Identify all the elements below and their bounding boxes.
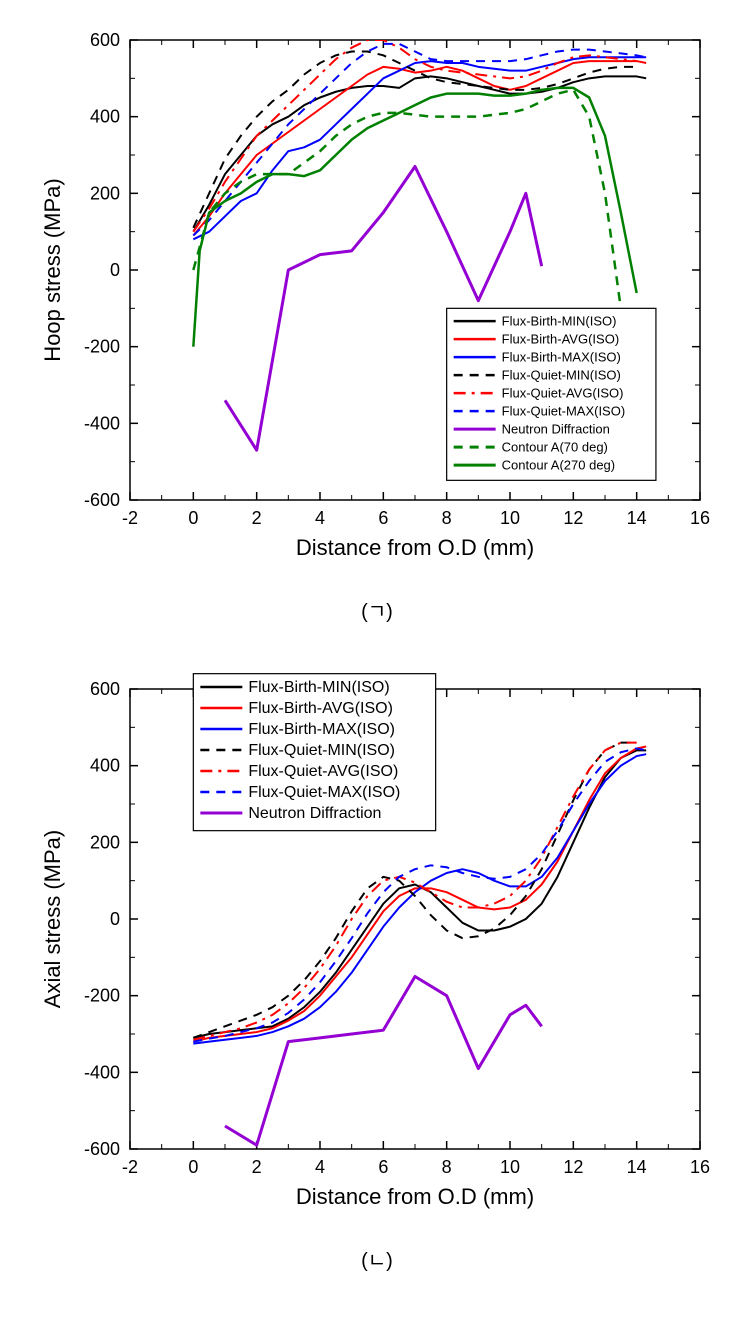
- svg-text:Contour A(270 deg): Contour A(270 deg): [502, 457, 615, 472]
- svg-text:0: 0: [188, 508, 198, 528]
- svg-text:Distance from O.D (mm): Distance from O.D (mm): [296, 535, 534, 560]
- svg-text:12: 12: [563, 1157, 583, 1177]
- svg-text:4: 4: [315, 508, 325, 528]
- svg-text:0: 0: [110, 260, 120, 280]
- svg-text:Flux-Birth-MIN(ISO): Flux-Birth-MIN(ISO): [248, 679, 389, 696]
- svg-text:-200: -200: [84, 337, 120, 357]
- svg-text:6: 6: [378, 1157, 388, 1177]
- svg-text:-200: -200: [84, 986, 120, 1006]
- svg-text:Flux-Birth-AVG(ISO): Flux-Birth-AVG(ISO): [502, 331, 619, 346]
- svg-text:14: 14: [627, 508, 647, 528]
- svg-text:16: 16: [690, 508, 710, 528]
- svg-text:600: 600: [90, 30, 120, 50]
- svg-text:10: 10: [500, 1157, 520, 1177]
- svg-text:10: 10: [500, 508, 520, 528]
- svg-text:-400: -400: [84, 413, 120, 433]
- svg-text:Contour A(70 deg): Contour A(70 deg): [502, 439, 608, 454]
- svg-text:400: 400: [90, 756, 120, 776]
- svg-text:12: 12: [563, 508, 583, 528]
- svg-text:Axial stress (MPa): Axial stress (MPa): [40, 830, 65, 1008]
- svg-text:600: 600: [90, 679, 120, 699]
- svg-text:Flux-Quiet-AVG(ISO): Flux-Quiet-AVG(ISO): [248, 763, 398, 780]
- svg-text:-2: -2: [122, 508, 138, 528]
- svg-text:200: 200: [90, 183, 120, 203]
- svg-text:0: 0: [110, 909, 120, 929]
- svg-text:Hoop stress (MPa): Hoop stress (MPa): [40, 178, 65, 361]
- svg-text:2: 2: [252, 508, 262, 528]
- svg-text:Flux-Quiet-MIN(ISO): Flux-Quiet-MIN(ISO): [502, 367, 621, 382]
- svg-text:8: 8: [442, 508, 452, 528]
- subplot-label-2: (ㄴ): [0, 1244, 754, 1273]
- chart2-container: -2 0 2 4 6 8 10 12 14 16 -600 -400 -200 0 200 400 600 Dis…: [0, 649, 754, 1229]
- svg-text:-600: -600: [84, 490, 120, 510]
- svg-text:-2: -2: [122, 1157, 138, 1177]
- svg-text:Flux-Birth-MIN(ISO): Flux-Birth-MIN(ISO): [502, 313, 617, 328]
- hoop-stress-chart: -2 0 2 4 6 8 10 12 14 16 -600 -400 -200 0 200 400 600 Dis…: [0, 0, 754, 580]
- svg-text:Neutron Diffraction: Neutron Diffraction: [502, 421, 610, 436]
- svg-text:6: 6: [378, 508, 388, 528]
- svg-text:Flux-Quiet-MIN(ISO): Flux-Quiet-MIN(ISO): [248, 742, 395, 759]
- svg-text:-600: -600: [84, 1139, 120, 1159]
- svg-text:2: 2: [252, 1157, 262, 1177]
- svg-text:Flux-Quiet-MAX(ISO): Flux-Quiet-MAX(ISO): [248, 784, 400, 801]
- subplot-label-1: (ㄱ): [0, 595, 754, 624]
- svg-text:Neutron Diffraction: Neutron Diffraction: [248, 805, 381, 822]
- svg-text:Flux-Birth-MAX(ISO): Flux-Birth-MAX(ISO): [248, 721, 395, 738]
- svg-text:400: 400: [90, 107, 120, 127]
- svg-text:200: 200: [90, 832, 120, 852]
- svg-text:8: 8: [442, 1157, 452, 1177]
- svg-text:14: 14: [627, 1157, 647, 1177]
- svg-text:Flux-Quiet-AVG(ISO): Flux-Quiet-AVG(ISO): [502, 385, 624, 400]
- svg-text:Flux-Birth-MAX(ISO): Flux-Birth-MAX(ISO): [502, 349, 621, 364]
- svg-text:4: 4: [315, 1157, 325, 1177]
- svg-text:Flux-Quiet-MAX(ISO): Flux-Quiet-MAX(ISO): [502, 403, 626, 418]
- svg-text:16: 16: [690, 1157, 710, 1177]
- axial-stress-chart: -2 0 2 4 6 8 10 12 14 16 -600 -400 -200 0 200 400 600 Dis…: [0, 649, 754, 1229]
- svg-text:0: 0: [188, 1157, 198, 1177]
- svg-text:Flux-Birth-AVG(ISO): Flux-Birth-AVG(ISO): [248, 700, 393, 717]
- chart1-container: -2 0 2 4 6 8 10 12 14 16 -600 -400 -200 0 200 400 600 Dis…: [0, 0, 754, 580]
- svg-text:Distance from O.D (mm): Distance from O.D (mm): [296, 1184, 534, 1209]
- svg-text:-400: -400: [84, 1062, 120, 1082]
